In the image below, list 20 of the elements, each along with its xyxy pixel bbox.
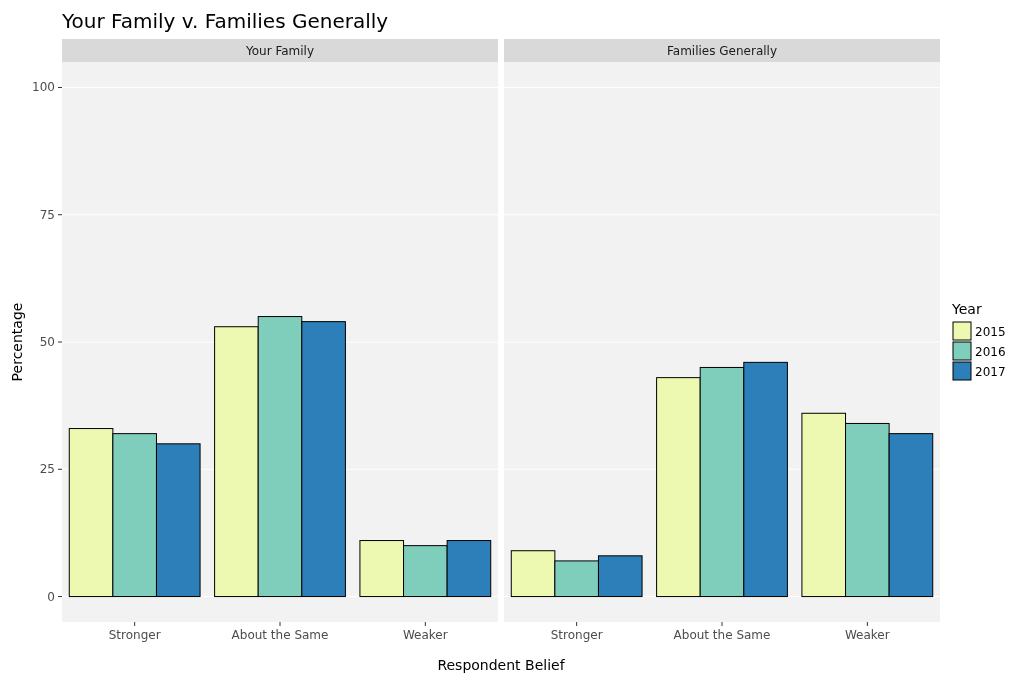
x-tick-label: Stronger bbox=[550, 628, 603, 642]
chart-subtitle: Families Generally bbox=[666, 43, 778, 58]
legend-label: 2015 bbox=[975, 325, 1006, 339]
legend-label: 2017 bbox=[975, 365, 1006, 379]
y-tick-label: 75 bbox=[39, 207, 55, 222]
x-axis-title: Respondent Belief bbox=[437, 657, 566, 673]
chart-subtitle: Your Family bbox=[244, 43, 315, 58]
x-tick-label: Stronger bbox=[108, 628, 161, 642]
chart-title: Your Family v. Families Generally bbox=[61, 9, 389, 33]
y-tick-label: 100 bbox=[32, 80, 55, 95]
x-tick-label: Weaker bbox=[844, 628, 890, 642]
y-tick-label: 50 bbox=[39, 335, 55, 349]
x-tick-label: About the Same bbox=[673, 628, 771, 642]
y-tick-label: 0 bbox=[47, 589, 55, 604]
x-tick-label: About the Same bbox=[231, 628, 329, 642]
y-tick-label: 25 bbox=[39, 462, 55, 477]
legend-label: 2016 bbox=[975, 345, 1006, 359]
y-axis-title: Percentage bbox=[9, 302, 25, 382]
x-tick-label: Weaker bbox=[402, 628, 448, 642]
legend-title: Year bbox=[951, 301, 982, 317]
